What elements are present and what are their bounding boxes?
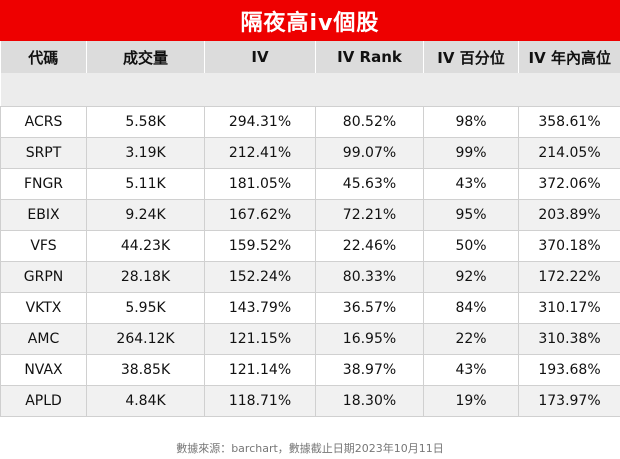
ticker-cell: ACRS [0,106,87,138]
table-header: 代碼 成交量 IV IV Rank IV 百分位 IV 年內高位 [0,41,620,73]
page-title: 隔夜高iv個股 [0,0,620,41]
volume-cell: 5.95K [86,292,205,324]
iv-cell: 121.15% [204,323,316,355]
iv-rank-cell: 80.33% [315,261,424,293]
header-row: 代碼 成交量 IV IV Rank IV 百分位 IV 年內高位 [0,41,620,73]
iv-year-high-cell: 173.97% [518,385,620,417]
header-iv-percentile: IV 百分位 [423,41,519,73]
header-iv: IV [204,41,316,73]
iv-year-high-cell: 370.18% [518,230,620,262]
iv-rank-cell: 16.95% [315,323,424,355]
ticker-cell: NVAX [0,354,87,386]
table-row: FNGR 5.11K 181.05% 45.63% 43% 372.06% [0,168,620,200]
iv-year-high-cell: 203.89% [518,199,620,231]
table-row: GRPN 28.18K 152.24% 80.33% 92% 172.22% [0,261,620,293]
source-note: 數據來源：barchart，數據截止日期2023年10月11日 [0,436,620,459]
iv-year-high-cell: 358.61% [518,106,620,138]
ticker-cell: VFS [0,230,87,262]
iv-percentile-cell: 43% [423,354,519,386]
iv-percentile-cell: 92% [423,261,519,293]
iv-percentile-cell: 19% [423,385,519,417]
ticker-cell: GRPN [0,261,87,293]
table-row: NVAX 38.85K 121.14% 38.97% 43% 193.68% [0,354,620,386]
iv-year-high-cell: 372.06% [518,168,620,200]
header-iv-rank: IV Rank [315,41,424,73]
table-row: SRPT 3.19K 212.41% 99.07% 99% 214.05% [0,137,620,169]
volume-cell: 4.84K [86,385,205,417]
iv-rank-cell: 80.52% [315,106,424,138]
iv-percentile-cell: 43% [423,168,519,200]
iv-year-high-cell: 172.22% [518,261,620,293]
iv-percentile-cell: 98% [423,106,519,138]
iv-year-high-cell: 310.17% [518,292,620,324]
iv-cell: 159.52% [204,230,316,262]
header-volume: 成交量 [86,41,205,73]
iv-cell: 167.62% [204,199,316,231]
iv-cell: 143.79% [204,292,316,324]
ticker-cell: VKTX [0,292,87,324]
iv-rank-cell: 72.21% [315,199,424,231]
iv-cell: 118.71% [204,385,316,417]
iv-table: 代碼 成交量 IV IV Rank IV 百分位 IV 年內高位 ACRS 5.5… [0,41,620,417]
volume-cell: 44.23K [86,230,205,262]
volume-cell: 5.11K [86,168,205,200]
volume-cell: 38.85K [86,354,205,386]
volume-cell: 3.19K [86,137,205,169]
ticker-cell: FNGR [0,168,87,200]
ticker-cell: AMC [0,323,87,355]
table-row: EBIX 9.24K 167.62% 72.21% 95% 203.89% [0,199,620,231]
iv-rank-cell: 22.46% [315,230,424,262]
iv-cell: 181.05% [204,168,316,200]
iv-year-high-cell: 214.05% [518,137,620,169]
iv-rank-cell: 38.97% [315,354,424,386]
iv-cell: 152.24% [204,261,316,293]
blank-row [0,73,620,107]
header-ticker: 代碼 [0,41,87,73]
ticker-cell: APLD [0,385,87,417]
ticker-cell: SRPT [0,137,87,169]
table-rows: ACRS 5.58K 294.31% 80.52% 98% 358.61% SRPT 3.19… [0,106,620,417]
iv-cell: 294.31% [204,106,316,138]
iv-cell: 121.14% [204,354,316,386]
table-row: APLD 4.84K 118.71% 18.30% 19% 173.97% [0,385,620,417]
volume-cell: 5.58K [86,106,205,138]
volume-cell: 264.12K [86,323,205,355]
iv-percentile-cell: 99% [423,137,519,169]
header-iv-year-high: IV 年內高位 [518,41,620,73]
table-row: ACRS 5.58K 294.31% 80.52% 98% 358.61% [0,106,620,138]
iv-percentile-cell: 95% [423,199,519,231]
iv-year-high-cell: 193.68% [518,354,620,386]
blank-cell [0,73,620,107]
iv-rank-cell: 36.57% [315,292,424,324]
iv-cell: 212.41% [204,137,316,169]
iv-rank-cell: 45.63% [315,168,424,200]
iv-percentile-cell: 50% [423,230,519,262]
ticker-cell: EBIX [0,199,87,231]
volume-cell: 9.24K [86,199,205,231]
table-row: AMC 264.12K 121.15% 16.95% 22% 310.38% [0,323,620,355]
iv-rank-cell: 99.07% [315,137,424,169]
table-body [0,73,620,107]
volume-cell: 28.18K [86,261,205,293]
table-row: VKTX 5.95K 143.79% 36.57% 84% 310.17% [0,292,620,324]
iv-year-high-cell: 310.38% [518,323,620,355]
table-row: VFS 44.23K 159.52% 22.46% 50% 370.18% [0,230,620,262]
iv-percentile-cell: 22% [423,323,519,355]
iv-rank-cell: 18.30% [315,385,424,417]
iv-percentile-cell: 84% [423,292,519,324]
